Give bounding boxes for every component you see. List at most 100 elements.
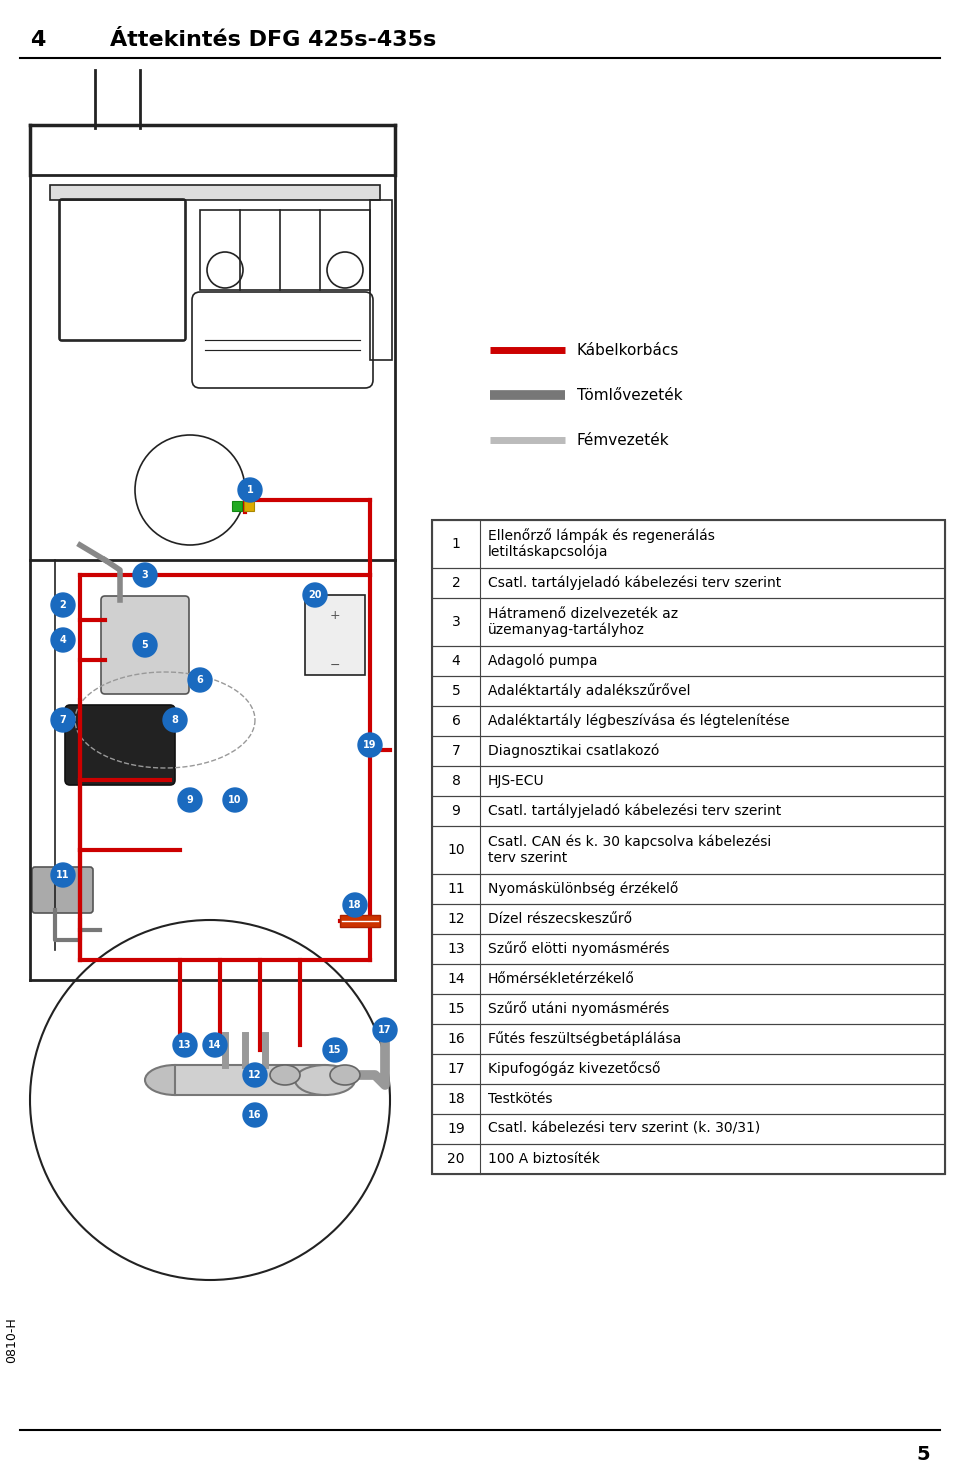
Text: Csatl. CAN és k. 30 kapcsolva kábelezési: Csatl. CAN és k. 30 kapcsolva kábelezési bbox=[488, 834, 771, 849]
Text: Szűrő utáni nyomásmérés: Szűrő utáni nyomásmérés bbox=[488, 1001, 669, 1017]
Bar bbox=[432, 1083, 945, 1114]
Bar bbox=[432, 964, 945, 993]
Bar bbox=[432, 993, 945, 1024]
Text: 20: 20 bbox=[308, 590, 322, 600]
Text: Adagoló pumpa: Adagoló pumpa bbox=[488, 654, 597, 668]
Circle shape bbox=[203, 1033, 227, 1057]
Ellipse shape bbox=[270, 1066, 300, 1085]
Circle shape bbox=[51, 628, 75, 652]
Circle shape bbox=[51, 708, 75, 733]
Text: üzemanyag-tartályhoz: üzemanyag-tartályhoz bbox=[488, 622, 645, 637]
Text: Csatl. tartályjeladó kábelezési terv szerint: Csatl. tartályjeladó kábelezési terv sze… bbox=[488, 803, 781, 818]
Text: Ellenőrző lámpák és regenerálás: Ellenőrző lámpák és regenerálás bbox=[488, 529, 715, 544]
Circle shape bbox=[51, 593, 75, 618]
Text: 8: 8 bbox=[451, 774, 461, 789]
Bar bbox=[244, 501, 254, 511]
Bar bbox=[432, 825, 945, 874]
Text: Csatl. kábelezési terv szerint (k. 30/31): Csatl. kábelezési terv szerint (k. 30/31… bbox=[488, 1122, 760, 1136]
Text: Diagnosztikai csatlakozó: Diagnosztikai csatlakozó bbox=[488, 744, 660, 758]
Bar bbox=[432, 1114, 945, 1144]
Text: −: − bbox=[329, 659, 340, 672]
Text: 5: 5 bbox=[917, 1446, 930, 1465]
Text: 4: 4 bbox=[451, 654, 461, 668]
Text: Adaléktartály adalékszűrővel: Adaléktartály adalékszűrővel bbox=[488, 684, 690, 699]
FancyBboxPatch shape bbox=[65, 705, 175, 786]
Text: 14: 14 bbox=[447, 971, 465, 986]
Text: 18: 18 bbox=[447, 1092, 465, 1106]
Circle shape bbox=[243, 1063, 267, 1086]
Text: 15: 15 bbox=[328, 1045, 342, 1055]
Text: Tömlővezeték: Tömlővezeték bbox=[577, 388, 683, 402]
Text: Hátramenő dizelvezeték az: Hátramenő dizelvezeték az bbox=[488, 607, 678, 621]
Bar bbox=[432, 598, 945, 646]
Bar bbox=[432, 904, 945, 935]
Bar bbox=[432, 706, 945, 736]
Text: 10: 10 bbox=[447, 843, 465, 856]
Text: Szűrő elötti nyomásmérés: Szűrő elötti nyomásmérés bbox=[488, 942, 669, 957]
Bar bbox=[432, 874, 945, 904]
Text: +: + bbox=[329, 609, 340, 622]
Bar bbox=[432, 935, 945, 964]
Text: 9: 9 bbox=[186, 794, 193, 805]
Ellipse shape bbox=[145, 1066, 205, 1095]
Circle shape bbox=[133, 632, 157, 657]
Text: 17: 17 bbox=[447, 1061, 465, 1076]
Circle shape bbox=[303, 584, 327, 607]
Text: Hőmérsékletérzékelő: Hőmérsékletérzékelő bbox=[488, 971, 635, 986]
Bar bbox=[232, 501, 242, 511]
Text: 4: 4 bbox=[60, 635, 66, 646]
Text: 7: 7 bbox=[451, 744, 461, 758]
Text: 12: 12 bbox=[249, 1070, 262, 1080]
Text: 11: 11 bbox=[57, 870, 70, 880]
Circle shape bbox=[51, 862, 75, 887]
Circle shape bbox=[133, 563, 157, 587]
Text: Fűtés feszültségbetáplálása: Fűtés feszültségbetáplálása bbox=[488, 1032, 682, 1047]
Text: 19: 19 bbox=[363, 740, 376, 750]
Bar bbox=[340, 915, 380, 927]
Text: 17: 17 bbox=[378, 1024, 392, 1035]
Text: 6: 6 bbox=[451, 713, 461, 728]
Bar bbox=[432, 520, 945, 567]
Text: 11: 11 bbox=[447, 881, 465, 896]
Bar bbox=[432, 1144, 945, 1173]
Text: 10: 10 bbox=[228, 794, 242, 805]
Text: 5: 5 bbox=[451, 684, 461, 699]
Text: 18: 18 bbox=[348, 901, 362, 909]
Circle shape bbox=[343, 893, 367, 917]
Ellipse shape bbox=[295, 1066, 355, 1095]
Text: Testkötés: Testkötés bbox=[488, 1092, 553, 1106]
Bar bbox=[432, 646, 945, 677]
Bar bbox=[370, 200, 392, 360]
Text: Fémvezeték: Fémvezeték bbox=[577, 432, 670, 448]
Bar bbox=[432, 796, 945, 825]
Bar bbox=[432, 736, 945, 766]
Text: 100 A biztosíték: 100 A biztosíték bbox=[488, 1153, 600, 1166]
Text: 8: 8 bbox=[172, 715, 179, 725]
Circle shape bbox=[358, 733, 382, 758]
Text: 13: 13 bbox=[447, 942, 465, 957]
Bar bbox=[305, 595, 365, 675]
Bar bbox=[175, 1066, 325, 1095]
Ellipse shape bbox=[330, 1066, 360, 1085]
Text: 19: 19 bbox=[447, 1122, 465, 1136]
Bar bbox=[432, 520, 945, 1173]
Text: 20: 20 bbox=[447, 1153, 465, 1166]
Circle shape bbox=[178, 789, 202, 812]
Text: 0810-H: 0810-H bbox=[6, 1318, 18, 1363]
Text: HJS-ECU: HJS-ECU bbox=[488, 774, 544, 789]
Bar bbox=[432, 567, 945, 598]
Bar bbox=[60, 200, 185, 340]
Circle shape bbox=[188, 668, 212, 691]
Text: 15: 15 bbox=[447, 1002, 465, 1016]
Text: 16: 16 bbox=[249, 1110, 262, 1120]
Text: Áttekintés DFG 425s-435s: Áttekintés DFG 425s-435s bbox=[110, 29, 436, 50]
FancyBboxPatch shape bbox=[32, 867, 93, 912]
Text: 2: 2 bbox=[60, 600, 66, 610]
Text: letiltáskapcsolója: letiltáskapcsolója bbox=[488, 545, 609, 559]
Text: 3: 3 bbox=[451, 615, 461, 629]
Text: Kipufogógáz kivezetőcső: Kipufogógáz kivezetőcső bbox=[488, 1061, 660, 1076]
Text: 3: 3 bbox=[142, 570, 149, 579]
Text: 1: 1 bbox=[247, 485, 253, 495]
Text: Adaléktartály légbeszívása és légtelenítése: Adaléktartály légbeszívása és légtelenít… bbox=[488, 713, 790, 728]
Circle shape bbox=[163, 708, 187, 733]
